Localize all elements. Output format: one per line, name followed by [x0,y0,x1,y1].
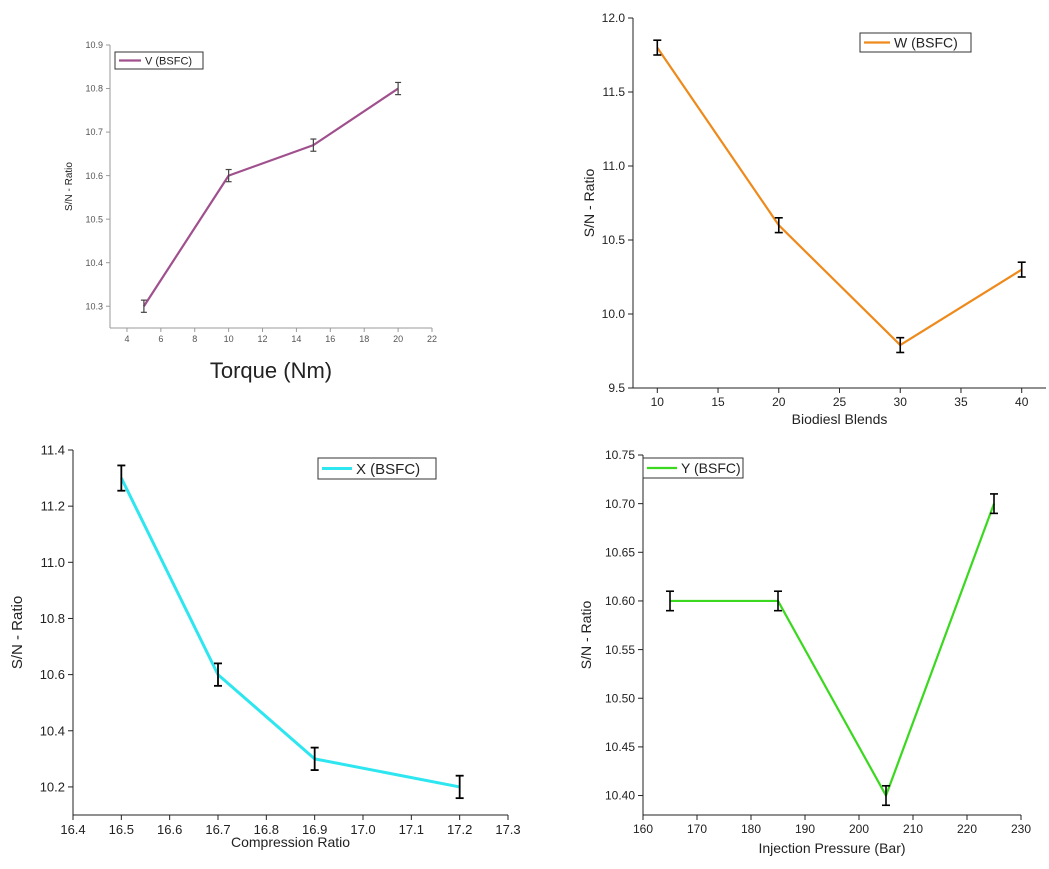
chart-2-y-tick-label: 12.0 [602,11,626,25]
chart-1-y-axis-label: S/N - Ratio [64,162,75,211]
chart-4-x-tick-label: 220 [957,822,977,836]
chart-4-legend-label: Y (BSFC) [681,460,741,476]
chart-4-x-tick-label: 180 [741,822,761,836]
chart-1-x-tick-label: 10 [224,334,234,344]
chart-2-series-line [657,48,1021,345]
chart-3-x-tick-label: 16.7 [205,822,230,837]
chart-4-x-tick-label: 160 [633,822,653,836]
chart-1-x-axis-label: Torque (Nm) [210,358,332,383]
chart-3-y-axis-label: S/N - Ratio [9,596,26,669]
chart-2-x-tick-label: 20 [772,395,786,409]
chart-4-y-tick-label: 10.75 [605,448,635,462]
chart-4-y-tick-label: 10.50 [605,691,635,705]
chart-3-y-tick-label: 10.4 [40,723,65,738]
chart-3-y-tick-label: 11.4 [41,443,65,458]
chart-4-y-axis-label: S/N - Ratio [578,601,594,670]
chart-2-x-tick-label: 40 [1015,395,1029,409]
chart-3-x-tick-label: 16.5 [109,822,134,837]
chart-4-series-line [670,504,994,796]
chart-3-x-tick-label: 17.0 [350,822,375,837]
chart-2-x-tick-label: 10 [651,395,665,409]
chart-2-x-tick-label: 30 [894,395,908,409]
chart-1-y-tick-label: 10.9 [85,40,103,50]
chart-2-x-axis-label: Biodiesl Blends [792,411,888,427]
chart-1-x-tick-label: 20 [393,334,403,344]
chart-2-y-tick-label: 11.0 [603,159,626,173]
chart-1-x-tick-label: 8 [192,334,197,344]
chart-2-y-tick-label: 9.5 [608,381,625,395]
chart-3-y-tick-label: 10.8 [40,611,65,626]
chart-2-y-tick-label: 10.5 [602,233,626,247]
chart-4-y-tick-label: 10.70 [605,497,635,511]
chart-1-x-tick-label: 6 [158,334,163,344]
chart-1-x-tick-label: 4 [124,334,129,344]
chart-1-y-tick-label: 10.7 [85,127,103,137]
chart-4-y-tick-label: 10.40 [605,789,635,803]
chart-3-series-line [121,478,459,787]
chart-1-y-tick-label: 10.4 [85,258,103,268]
chart-3-legend-label: X (BSFC) [356,461,420,478]
chart-4-y-tick-label: 10.45 [605,740,635,754]
chart-3-y-tick-label: 11.2 [41,499,65,514]
chart-2-legend-label: W (BSFC) [894,35,958,51]
chart-2-x-tick-label: 35 [954,395,968,409]
chart-3-y-tick-label: 10.2 [40,779,65,794]
chart-3-x-axis-label: Compression Ratio [231,834,350,850]
chart-4-x-tick-label: 190 [795,822,815,836]
chart-2-x-tick-label: 25 [833,395,847,409]
chart-1-y-tick-label: 10.8 [85,84,103,94]
chart-2-x-tick-label: 15 [711,395,725,409]
chart-3-x-tick-label: 17.1 [399,822,424,837]
chart-1-x-tick-label: 12 [258,334,268,344]
chart-1-x-tick-label: 18 [359,334,369,344]
chart-1-y-tick-label: 10.6 [85,171,103,181]
chart-2-y-tick-label: 11.5 [603,85,626,99]
chart-1-series-line [144,89,398,307]
chart-4-x-tick-label: 170 [687,822,707,836]
chart-3-x-tick-label: 17.3 [495,822,520,837]
chart-3-y-tick-label: 10.6 [40,667,65,682]
chart-4-y-tick-label: 10.65 [605,545,635,559]
chart-1-x-tick-label: 22 [427,334,437,344]
chart-4-x-tick-label: 230 [1011,822,1031,836]
chart-1-legend-label: V (BSFC) [145,55,192,67]
chart-3-x-tick-label: 17.2 [447,822,472,837]
chart-3-x-tick-label: 16.4 [60,822,85,837]
chart-1-y-tick-label: 10.5 [85,214,103,224]
chart-2-y-axis-label: S/N - Ratio [581,169,597,238]
chart-1-y-tick-label: 10.3 [85,301,103,311]
chart-4-y-tick-label: 10.60 [605,594,635,608]
chart-3-y-tick-label: 11.0 [41,555,65,570]
chart-4-x-tick-label: 210 [903,822,923,836]
chart-1-x-tick-label: 14 [291,334,301,344]
chart-4-y-tick-label: 10.55 [605,643,635,657]
chart-4-x-axis-label: Injection Pressure (Bar) [758,840,905,856]
chart-3-x-tick-label: 16.6 [157,822,182,837]
chart-2-y-tick-label: 10.0 [602,307,626,321]
chart-4-x-tick-label: 200 [849,822,869,836]
chart-1-x-tick-label: 16 [325,334,335,344]
